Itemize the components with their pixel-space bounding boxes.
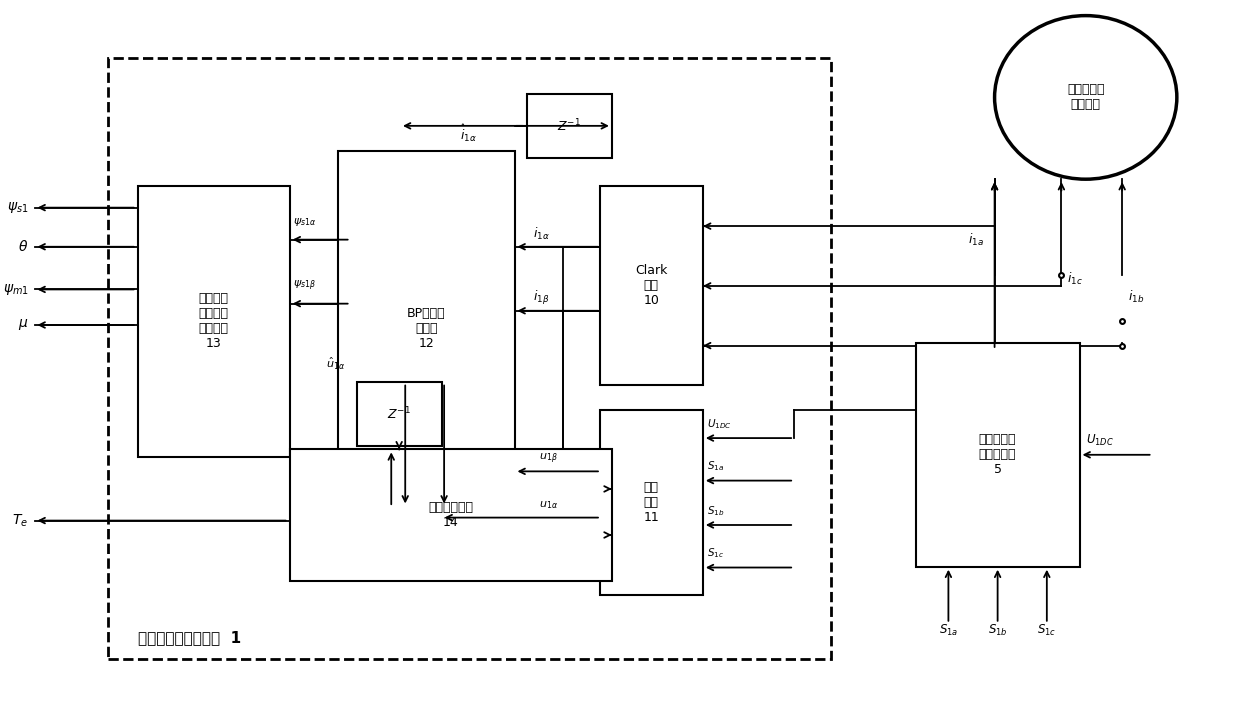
Text: 转矩观测模型
14: 转矩观测模型 14 [429,501,473,529]
Text: BP神经网
络模块
12: BP神经网 络模块 12 [408,307,446,350]
Text: $S_{1c}$: $S_{1c}$ [706,546,724,560]
Text: $i_{1\alpha}$: $i_{1\alpha}$ [533,226,550,242]
Text: $T_e$: $T_e$ [12,513,28,529]
FancyBboxPatch shape [357,382,441,446]
Text: $i_{1c}$: $i_{1c}$ [1068,271,1083,287]
Text: $\hat{u}_{1\alpha}$: $\hat{u}_{1\alpha}$ [326,356,346,372]
FancyBboxPatch shape [290,449,612,581]
Text: $\psi_{m1}$: $\psi_{m1}$ [2,282,28,297]
Text: $S_{1b}$: $S_{1b}$ [987,623,1007,638]
Text: $S_{1a}$: $S_{1a}$ [939,623,958,638]
FancyBboxPatch shape [600,411,703,595]
Text: $i_{1a}$: $i_{1a}$ [969,231,984,248]
Text: $\mu$: $\mu$ [19,318,28,333]
FancyBboxPatch shape [600,186,703,386]
Text: $S_{1a}$: $S_{1a}$ [706,460,724,473]
Text: $\psi_{s1}$: $\psi_{s1}$ [7,200,28,215]
Text: $\theta$: $\theta$ [19,239,28,254]
FancyBboxPatch shape [138,186,290,456]
Text: $S_{1c}$: $S_{1c}$ [1037,623,1057,638]
Text: $i_{1b}$: $i_{1b}$ [1129,288,1145,305]
Text: 转矩绕组
幅值相位
观测模块
13: 转矩绕组 幅值相位 观测模块 13 [198,293,229,351]
Text: 电压
计算
11: 电压 计算 11 [643,481,659,524]
Text: Clark
变换
10: Clark 变换 10 [636,264,668,308]
Text: $Z^{-1}$: $Z^{-1}$ [558,118,581,134]
Text: $\hat{i}_{1\alpha}$: $\hat{i}_{1\alpha}$ [460,122,477,144]
Text: $i_{1\beta}$: $i_{1\beta}$ [533,289,549,307]
Text: $\psi_{s1\alpha}$: $\psi_{s1\alpha}$ [294,216,317,228]
Text: $U_{1DC}$: $U_{1DC}$ [1085,433,1114,448]
FancyBboxPatch shape [338,151,514,506]
Ellipse shape [995,16,1177,179]
Text: $Z^{-1}$: $Z^{-1}$ [388,406,411,422]
Text: $u_{1\beta}$: $u_{1\beta}$ [539,451,558,466]
Text: $u_{1\alpha}$: $u_{1\alpha}$ [539,499,558,511]
Text: $\psi_{s1\beta}$: $\psi_{s1\beta}$ [294,278,316,293]
Text: 无轴承永磁
同步电机: 无轴承永磁 同步电机 [1067,84,1104,111]
Text: 转矩绕组磁链观测器  1: 转矩绕组磁链观测器 1 [138,630,242,645]
FancyBboxPatch shape [916,343,1079,567]
Text: 转矩绕组电
压源逆变器
5: 转矩绕组电 压源逆变器 5 [979,433,1016,476]
Text: $S_{1b}$: $S_{1b}$ [706,504,724,518]
Text: $U_{1DC}$: $U_{1DC}$ [706,417,731,431]
FancyBboxPatch shape [527,94,612,158]
